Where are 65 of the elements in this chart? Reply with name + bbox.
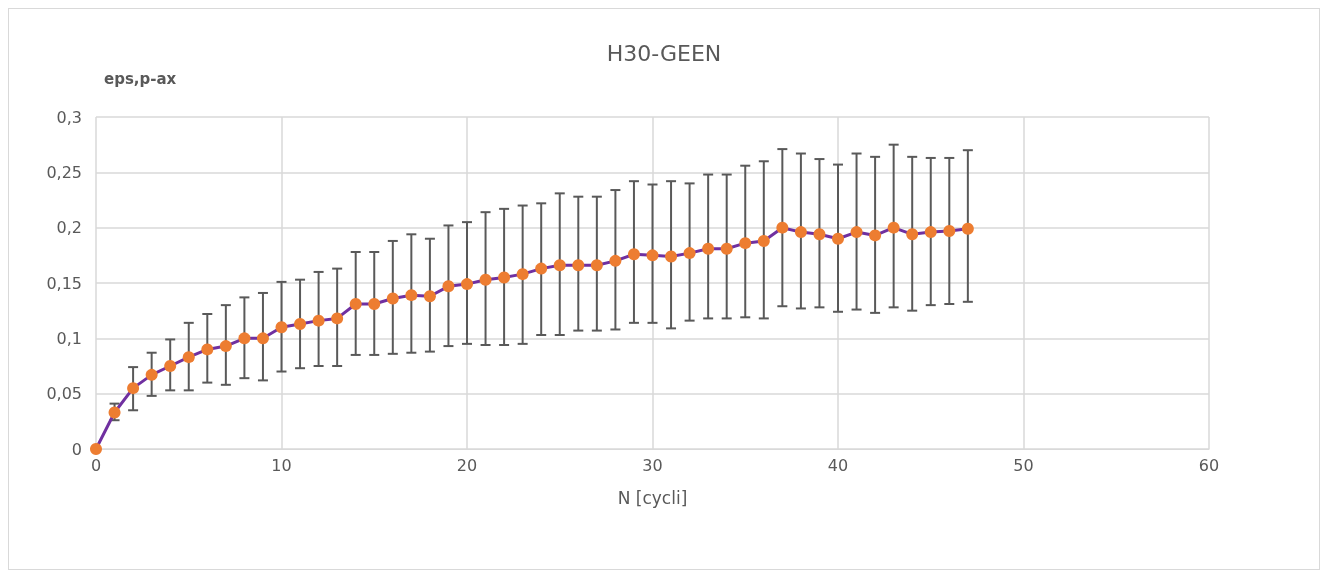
point [164, 360, 177, 372]
x-tick-label: 20 [456, 455, 478, 475]
y-tick-label: 0,1 [56, 328, 82, 348]
point [145, 368, 158, 381]
point [739, 237, 752, 250]
point [943, 224, 956, 237]
point [423, 290, 436, 303]
point [887, 221, 900, 234]
y-tick-label: 0,3 [56, 107, 82, 127]
y-tick-label: 0,05 [46, 384, 82, 404]
point [665, 250, 678, 263]
point [702, 242, 715, 255]
point [312, 314, 325, 327]
y-tick-label: 0,15 [46, 273, 82, 293]
point [535, 262, 548, 275]
chart-title: H30-GEEN [606, 40, 722, 66]
point [349, 298, 362, 311]
point [609, 254, 622, 267]
point [850, 226, 863, 239]
x-tick-label: 60 [1198, 455, 1220, 475]
point [683, 247, 696, 260]
point [516, 268, 529, 281]
point [219, 340, 232, 353]
point [238, 332, 251, 345]
y-tick-label: 0 [71, 439, 82, 459]
x-tick-label: 50 [1013, 455, 1034, 475]
y-tick-label: 0,2 [56, 218, 82, 238]
x-tick-label: 0 [90, 455, 102, 475]
x-tick-label: 10 [271, 455, 292, 475]
point [572, 259, 585, 272]
point [794, 226, 807, 239]
point [961, 222, 974, 235]
point [869, 229, 882, 242]
point [331, 312, 344, 325]
x-tick-label: 40 [827, 455, 849, 475]
point [256, 332, 269, 345]
x-tick-label: 30 [642, 455, 663, 475]
point [127, 382, 140, 395]
point [368, 298, 381, 311]
point [275, 321, 288, 334]
point [386, 292, 399, 305]
point [627, 248, 640, 261]
point [461, 278, 473, 291]
point [813, 228, 826, 241]
point [479, 273, 492, 286]
point [757, 234, 770, 247]
point [498, 271, 511, 284]
point [832, 232, 844, 245]
point [182, 351, 195, 364]
point [720, 242, 733, 255]
point [442, 280, 455, 293]
point [294, 317, 307, 330]
point [590, 259, 603, 272]
point [553, 259, 566, 272]
y-axis-title: eps,p-ax [104, 69, 177, 88]
point [906, 228, 919, 241]
point [405, 289, 418, 302]
point [776, 221, 789, 234]
point [924, 226, 937, 239]
point [646, 249, 659, 262]
point [108, 406, 121, 419]
point [90, 443, 102, 455]
point [201, 343, 214, 356]
y-tick-label: 0,25 [46, 162, 82, 182]
x-axis-title: N [cycli] [617, 487, 688, 508]
